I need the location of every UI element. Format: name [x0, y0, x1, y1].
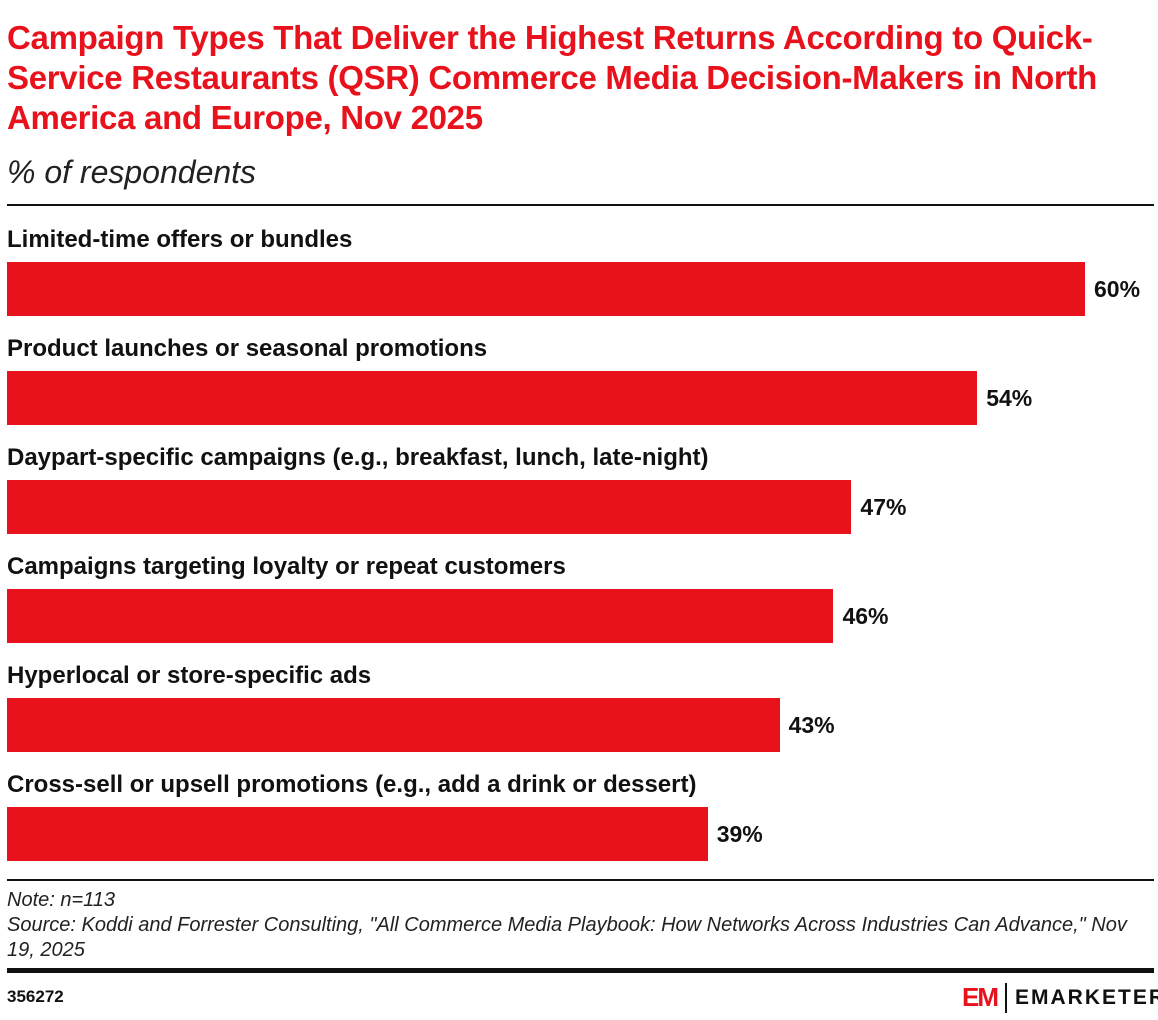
chart-id: 356272 — [7, 987, 64, 1006]
value-label: 39% — [716, 821, 763, 847]
value-label: 43% — [788, 712, 835, 738]
category-label: Campaigns targeting loyalty or repeat cu… — [7, 553, 566, 580]
category-label: Limited-time offers or bundles — [7, 226, 353, 253]
emarketer-logo: EM EMARKETER — [962, 982, 1158, 1013]
bar — [7, 480, 852, 534]
logo-brand: EMARKETER — [1015, 985, 1158, 1009]
category-label: Daypart-specific campaigns (e.g., breakf… — [7, 444, 709, 471]
top-rule — [7, 204, 1154, 206]
source-text: Source: Koddi and Forrester Consulting, … — [7, 914, 1127, 961]
bar — [7, 807, 708, 861]
value-label: 46% — [842, 603, 889, 629]
chart-subtitle: % of respondents — [7, 154, 257, 190]
logo-divider — [1005, 982, 1007, 1013]
logo-mark: EM — [962, 982, 999, 1012]
bar — [7, 262, 1085, 316]
category-label: Cross-sell or upsell promotions (e.g., a… — [7, 771, 697, 798]
bar — [7, 371, 978, 425]
footer-rule — [7, 968, 1154, 973]
bar — [7, 698, 780, 752]
value-label: 47% — [860, 494, 907, 520]
bottom-rule — [7, 879, 1154, 881]
bar — [7, 589, 834, 643]
value-label: 60% — [1094, 276, 1141, 302]
footnote: Note: n=113 Source: Koddi and Forrester … — [7, 888, 1147, 963]
note-text: Note: n=113 — [7, 889, 116, 911]
category-label: Product launches or seasonal promotions — [7, 335, 488, 362]
category-label: Hyperlocal or store-specific ads — [7, 662, 372, 689]
value-label: 54% — [986, 385, 1033, 411]
chart-title: Campaign Types That Deliver the Highest … — [7, 19, 1098, 136]
